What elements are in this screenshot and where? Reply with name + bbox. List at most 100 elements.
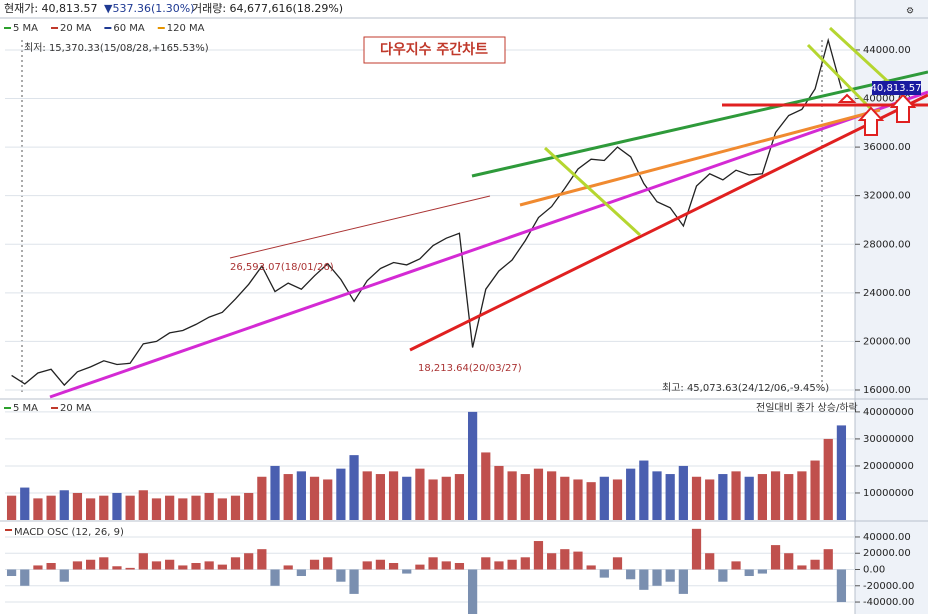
y-tick-label: 32000.00 <box>863 191 911 202</box>
bar <box>626 468 636 520</box>
bar <box>467 569 478 614</box>
price-line <box>11 37 843 387</box>
bar <box>441 561 451 570</box>
settings-icon[interactable]: ⚙ <box>906 7 914 17</box>
bar <box>33 565 43 570</box>
bar <box>731 561 741 570</box>
y-tick-label: 40000.00 <box>863 94 911 105</box>
bar <box>560 476 570 520</box>
bar <box>388 471 399 520</box>
bar <box>586 482 596 520</box>
trend-line <box>806 43 872 110</box>
bar <box>59 490 69 520</box>
trend-line <box>49 90 928 399</box>
current-price: 현재가: 40,813.57 <box>4 2 98 15</box>
bar <box>191 495 201 520</box>
current-price-label: 40,813.57 <box>871 83 922 94</box>
bar <box>151 561 162 570</box>
bar <box>59 569 69 582</box>
bar <box>99 557 109 570</box>
bar <box>428 557 438 570</box>
bar <box>626 569 636 580</box>
bar <box>836 569 847 603</box>
legend-swatch <box>51 407 59 409</box>
legend-swatch <box>157 27 165 29</box>
bar <box>138 490 148 520</box>
bar <box>784 474 794 520</box>
bar <box>375 559 386 570</box>
bar <box>20 569 30 586</box>
bar <box>72 492 83 520</box>
bar <box>705 479 715 520</box>
bar <box>296 569 306 577</box>
y-tick-label: 0.00 <box>863 565 885 576</box>
high-annotation: 최고: 45,073.63(24/12/06,-9.45%) <box>662 382 829 394</box>
bar <box>533 541 544 570</box>
bar <box>520 474 530 520</box>
low-annotation: 최저: 15,370.33(15/08/28,+165.53%) <box>24 42 209 54</box>
title-box <box>363 36 506 64</box>
bar <box>454 474 465 520</box>
bar <box>652 569 662 586</box>
bar <box>494 465 504 520</box>
bar <box>46 562 56 570</box>
bar <box>547 553 557 570</box>
bar <box>309 559 320 570</box>
bar <box>481 452 491 520</box>
bar <box>217 564 227 570</box>
bar <box>599 476 609 520</box>
bar <box>165 559 175 570</box>
bar <box>283 565 293 570</box>
bar <box>151 498 162 520</box>
volume-info: 거래량: 64,677,616(18.29%) <box>192 2 343 15</box>
legend-swatch <box>104 27 112 29</box>
bar <box>336 468 346 520</box>
price-change: ▼537.36(1.30%) <box>104 2 194 15</box>
bar <box>823 438 833 520</box>
point-annotation: 18,213.64(20/03/27) <box>418 363 522 374</box>
y-tick-label: -40000.00 <box>863 597 914 608</box>
bar <box>665 569 675 582</box>
bar <box>388 562 399 570</box>
arrow <box>837 93 857 103</box>
bar <box>6 569 17 577</box>
y-tick-label: 10000000 <box>863 488 914 499</box>
bar <box>230 495 241 520</box>
bar <box>99 495 109 520</box>
trend-line <box>828 26 897 90</box>
bar <box>402 476 412 520</box>
bar <box>678 569 688 594</box>
bar <box>112 492 122 520</box>
bar <box>691 476 702 520</box>
bar <box>283 474 293 520</box>
bar <box>744 476 754 520</box>
bar <box>797 471 807 520</box>
volume-note: 전일대비 종가 상승/하락 <box>756 401 858 414</box>
bar <box>165 495 175 520</box>
price-layer <box>11 37 843 387</box>
legend-swatch <box>5 529 12 531</box>
bar <box>244 553 254 570</box>
bar <box>244 492 254 520</box>
bar <box>573 479 583 520</box>
bar <box>770 545 781 570</box>
trend-line <box>543 146 642 237</box>
y-tick-label: 40000000 <box>863 407 914 418</box>
arrow <box>857 106 885 136</box>
bar <box>72 561 83 570</box>
y-tick-label: 16000.00 <box>863 385 911 396</box>
bar <box>784 553 794 570</box>
bar <box>125 495 135 520</box>
bar <box>415 468 425 520</box>
bar <box>520 557 530 570</box>
bar <box>612 557 623 570</box>
bar <box>86 559 96 570</box>
bar <box>533 468 544 520</box>
bar <box>547 471 557 520</box>
bar <box>349 569 359 594</box>
bar <box>678 465 688 520</box>
legend-label: 5 MA <box>13 403 38 414</box>
bar <box>204 561 214 570</box>
y-tick-label: 20000.00 <box>863 548 911 559</box>
